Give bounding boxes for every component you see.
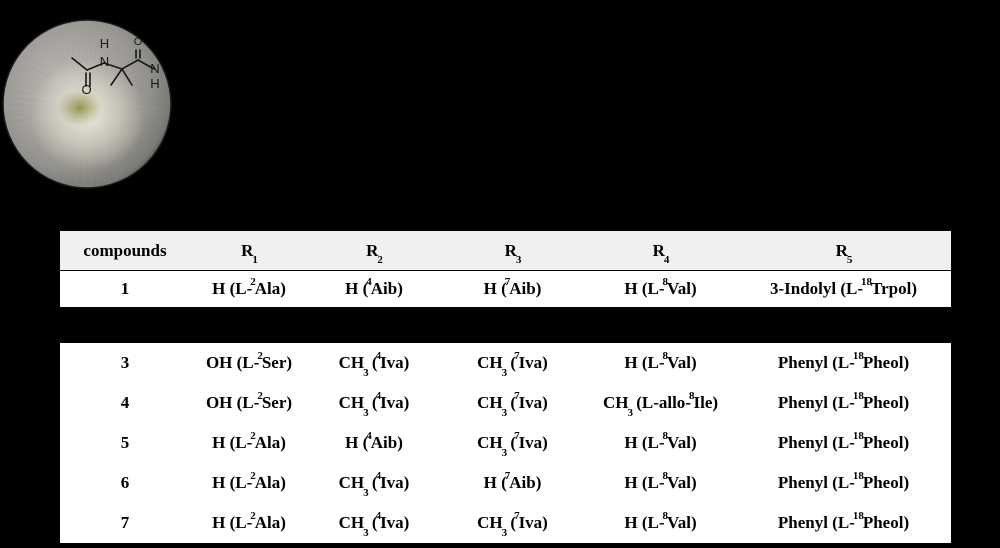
svg-text:O: O [81,82,91,97]
svg-text:O: O [134,36,143,48]
svg-text:N: N [100,54,109,69]
svg-text:H: H [150,76,159,91]
svg-text:N: N [150,61,159,76]
svg-text:H: H [100,36,109,51]
